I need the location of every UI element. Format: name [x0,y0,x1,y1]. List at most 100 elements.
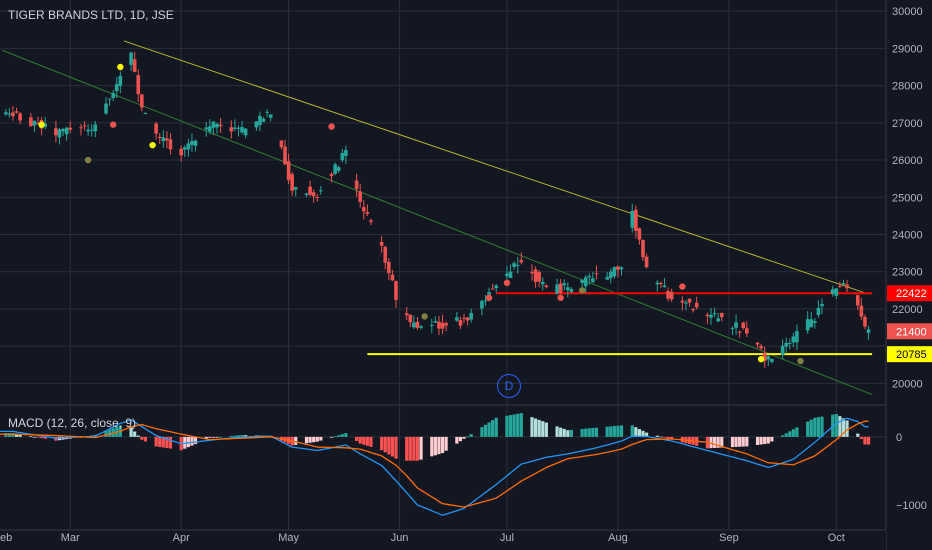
macd-bar [659,436,663,438]
candle [830,289,835,295]
macd-bar [720,436,724,448]
macd-bar [208,436,212,438]
price-tick-label: 20000 [892,378,923,390]
candle [791,336,796,343]
macd-bar [738,436,742,447]
time-tick-label: Sep [719,532,739,544]
candle [168,139,173,150]
candle [111,93,115,99]
candle [258,115,262,126]
candle [107,98,112,100]
signal-dot [84,156,92,164]
candle [515,264,520,267]
candle [745,328,749,334]
candle [540,281,545,285]
macd-bar [781,435,785,437]
price-label-bg [887,285,932,302]
price-label-bg [887,323,932,340]
macd-bar [440,436,445,454]
macd-bar [308,436,312,443]
macd-bar [430,436,434,457]
time-tick-label: Jun [391,532,409,544]
signal-dot [421,313,428,320]
price-tick-label: 25000 [892,192,923,204]
macd-bar [770,436,774,442]
signal-dot [38,121,45,128]
signal-dot [109,121,117,128]
macd-bar [491,420,495,437]
candle [666,291,670,299]
signal-dots [38,63,804,365]
macd-bar [784,433,788,437]
macd-bar [655,435,659,437]
candle [89,129,94,131]
time-tick-label: Mar [61,532,80,544]
macd-bar [369,436,373,447]
macd-bar [294,436,298,445]
macd-bar [7,433,11,437]
candle [644,256,649,268]
macd-bar [584,428,588,437]
time-tick-label: Oct [828,532,845,544]
macd-bar [437,436,441,455]
macd-bar [315,436,319,442]
price-label: 21400 [896,326,927,338]
candle [805,319,810,331]
candle [608,271,613,278]
macd-bar [834,413,838,437]
macd-bar [143,436,148,442]
candle [14,111,19,113]
candle [161,137,166,142]
candle [694,302,699,308]
candle [662,285,667,288]
macd-bar [390,436,395,457]
macd-bar [494,417,498,437]
candle [669,291,674,300]
candle [455,317,459,321]
candle [587,275,592,278]
macd-bar [856,433,860,437]
candle [140,94,144,108]
macd-bar [516,413,520,437]
candle [358,191,362,202]
candle [261,118,266,122]
candle [154,123,158,134]
macd-bar [580,428,584,437]
candle [490,288,495,290]
macd-bar [544,422,548,437]
macd-bar [108,429,112,437]
macd-bar [591,427,595,437]
signal-dot [578,287,586,294]
macd-tick-label: −1000 [896,500,927,512]
candle [709,314,713,318]
candle [354,180,359,189]
candle [408,314,413,323]
candle [229,127,234,132]
macd-bar [344,433,348,437]
candle [211,121,216,128]
candle [530,271,534,274]
macd-bar [140,436,144,440]
candle [143,113,148,115]
macd-bar [36,436,40,438]
candle [437,321,441,329]
dividend-marker[interactable]: D [497,374,521,398]
candle [566,287,570,291]
candle [562,283,567,286]
candle [440,322,445,329]
signal-dot [557,294,564,301]
macd-label: MACD (12, 26, close, 9) [8,416,137,430]
candle [218,124,223,127]
macd-bar [229,435,233,437]
macd-bar [820,416,824,437]
macd-bar [630,425,634,437]
candle [236,127,241,129]
macd-bar [559,427,563,437]
price-label-bg [887,346,932,363]
candle [641,240,645,258]
candle [483,300,488,302]
macd-bar [562,428,566,437]
candle [365,212,370,214]
candle [838,285,842,287]
